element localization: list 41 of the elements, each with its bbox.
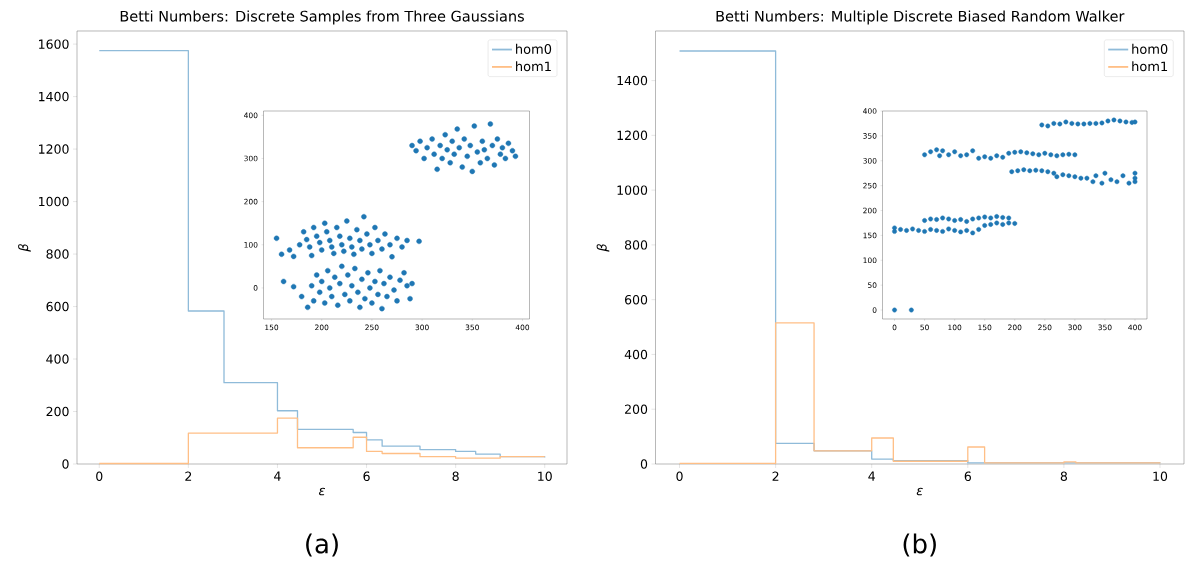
x-axis-title: ε <box>318 487 326 496</box>
x-tick-label: 2 <box>772 471 779 481</box>
y-axis-title: β <box>596 244 610 252</box>
chart-title: Betti Numbers: Discrete Samples from Three Gaussians <box>120 10 524 25</box>
legend-label: hom0 <box>516 43 552 54</box>
x-tick-label: 10 <box>1153 471 1168 481</box>
x-tick-label: 8 <box>452 471 459 481</box>
x-tick-label: 6 <box>363 471 370 481</box>
y-tick-label: 1200 <box>617 130 648 141</box>
x-tick-label: 10 <box>538 471 552 481</box>
x-tick-label: 4 <box>868 471 875 481</box>
y-tick-label: 800 <box>46 249 69 259</box>
x-axis-title: ε <box>916 487 923 496</box>
y-tick-label: 600 <box>46 301 69 312</box>
y-tick-label: 0 <box>62 459 69 469</box>
y-tick-label: 400 <box>624 349 648 360</box>
x-tick-label: 0 <box>96 471 103 481</box>
legend-label: hom1 <box>516 61 551 72</box>
legend-label: hom0 <box>1132 43 1168 54</box>
y-tick-label: 600 <box>624 294 648 305</box>
x-tick-label: 2 <box>185 471 192 481</box>
y-tick-label: 0 <box>640 459 648 469</box>
y-tick-label: 1000 <box>39 196 69 207</box>
y-tick-label: 1400 <box>617 75 648 86</box>
y-tick-label: 1400 <box>39 91 69 102</box>
y-tick-label: 800 <box>624 240 648 250</box>
legend-label: hom1 <box>1132 61 1168 72</box>
y-tick-label: 1200 <box>39 144 69 154</box>
x-tick-label: 8 <box>1060 471 1068 481</box>
x-tick-label: 6 <box>964 471 971 481</box>
text: (b) <box>903 533 936 557</box>
text: (a) <box>306 533 338 557</box>
x-tick-label: 0 <box>676 471 683 481</box>
y-tick-label: 400 <box>46 354 69 364</box>
y-tick-label: 1000 <box>617 185 648 195</box>
y-axis-title: β <box>18 244 31 252</box>
y-tick-label: 200 <box>46 406 69 417</box>
chart-title: Betti Numbers: Multiple Discrete Biased Random Walker <box>716 10 1125 25</box>
y-tick-label: 200 <box>625 404 648 414</box>
y-tick-label: 1600 <box>39 39 69 49</box>
x-tick-label: 4 <box>274 471 281 481</box>
